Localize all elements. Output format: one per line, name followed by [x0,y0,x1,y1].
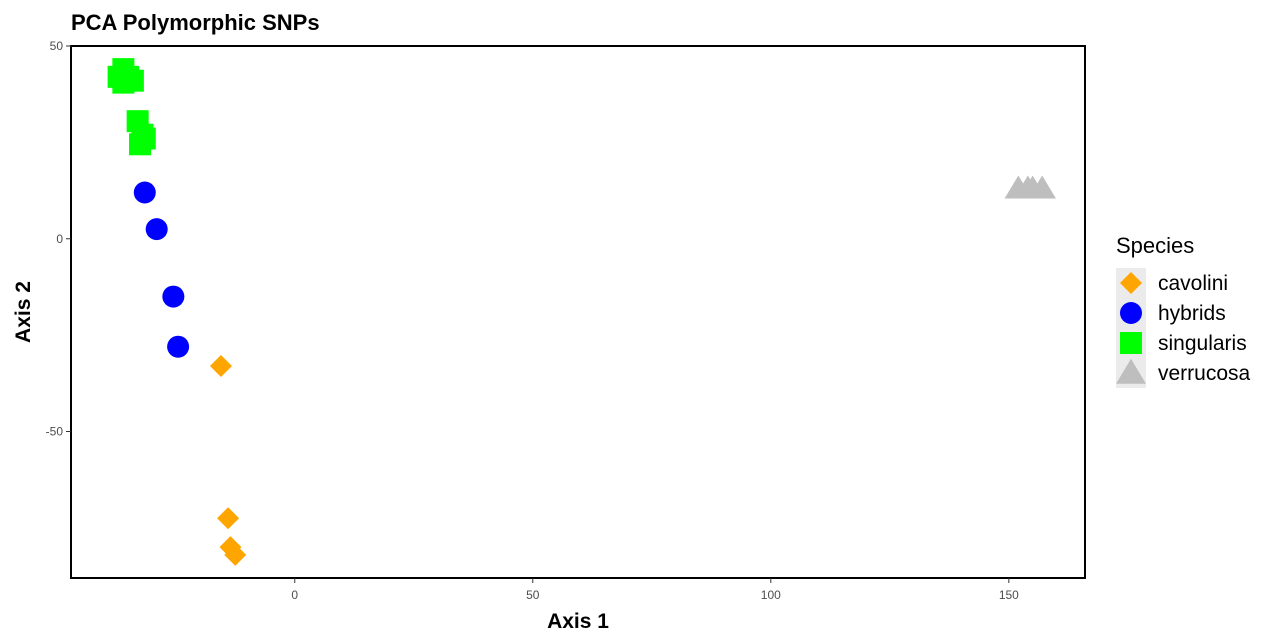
legend-label-hybrids: hybrids [1158,302,1226,325]
x-tick-label: 50 [526,588,540,602]
x-axis-title: Axis 1 [547,610,609,633]
point-singularis [121,69,144,92]
x-tick-label: 100 [761,588,781,602]
y-tick-label: 50 [50,39,64,53]
x-tick-label: 150 [999,588,1019,602]
x-axis: 0 50 100 150 [291,578,1019,602]
y-tick-label: -50 [46,425,64,439]
x-tick-label: 0 [291,588,298,602]
legend-label-verrucosa: verrucosa [1158,362,1251,385]
y-axis: 50 0 -50 [46,39,71,439]
legend-key-cavolini [1120,272,1142,294]
data-points [107,58,1056,566]
legend-key-hybrids [1120,302,1142,324]
chart-title: PCA Polymorphic SNPs [71,10,320,35]
point-singularis [133,127,156,150]
legend-label-singularis: singularis [1158,332,1247,355]
point-cavolini [224,543,247,566]
point-cavolini [209,354,232,377]
y-axis-title: Axis 2 [12,281,35,343]
legend: Species cavolini hybrids singularis verruco… [1116,233,1251,388]
point-hybrids [145,218,168,241]
point-hybrids [162,285,185,308]
point-cavolini [217,507,240,530]
point-hybrids [133,181,156,204]
legend-title: Species [1116,233,1194,258]
legend-key-singularis [1120,332,1142,354]
point-verrucosa [1028,175,1056,199]
point-hybrids [167,335,190,358]
y-tick-label: 0 [56,232,63,246]
plot-panel-border [70,45,1086,579]
legend-key-verrucosa [1116,358,1146,384]
legend-label-cavolini: cavolini [1158,272,1228,295]
